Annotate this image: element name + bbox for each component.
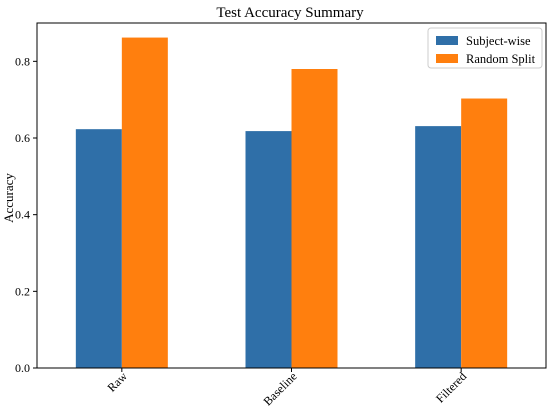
legend-label-subject-wise: Subject-wise xyxy=(466,34,531,48)
bar-subject-wise-baseline xyxy=(245,131,292,368)
x-tick-label-filtered: Filtered xyxy=(433,369,469,405)
y-tick-label: 0.2 xyxy=(15,284,30,298)
y-tick-label: 0.6 xyxy=(15,131,30,145)
x-tick-label-baseline: Baseline xyxy=(260,369,299,408)
x-tick-label-raw: Raw xyxy=(104,369,130,395)
bar-random-split-raw xyxy=(121,37,168,369)
legend-label-random-split: Random Split xyxy=(466,52,536,66)
y-axis-label: Accuracy xyxy=(1,173,16,223)
y-tick-label: 0.8 xyxy=(15,54,30,68)
bar-subject-wise-filtered xyxy=(415,126,462,368)
y-tick-label: 0.0 xyxy=(15,361,30,375)
bar-random-split-filtered xyxy=(461,98,508,369)
legend-swatch-random-split xyxy=(436,54,458,63)
legend: Subject-wise Random Split xyxy=(427,27,543,69)
bar-random-split-baseline xyxy=(291,69,338,368)
bar-subject-wise-raw xyxy=(75,129,122,368)
plot-frame xyxy=(36,22,547,369)
plot-area: Raw Baseline Filtered 0.0 0.2 0.4 0.6 0.8 xyxy=(15,22,547,408)
y-tick-label: 0.4 xyxy=(15,208,30,222)
legend-swatch-subject-wise xyxy=(436,36,458,45)
chart-title: Test Accuracy Summary xyxy=(216,5,364,21)
